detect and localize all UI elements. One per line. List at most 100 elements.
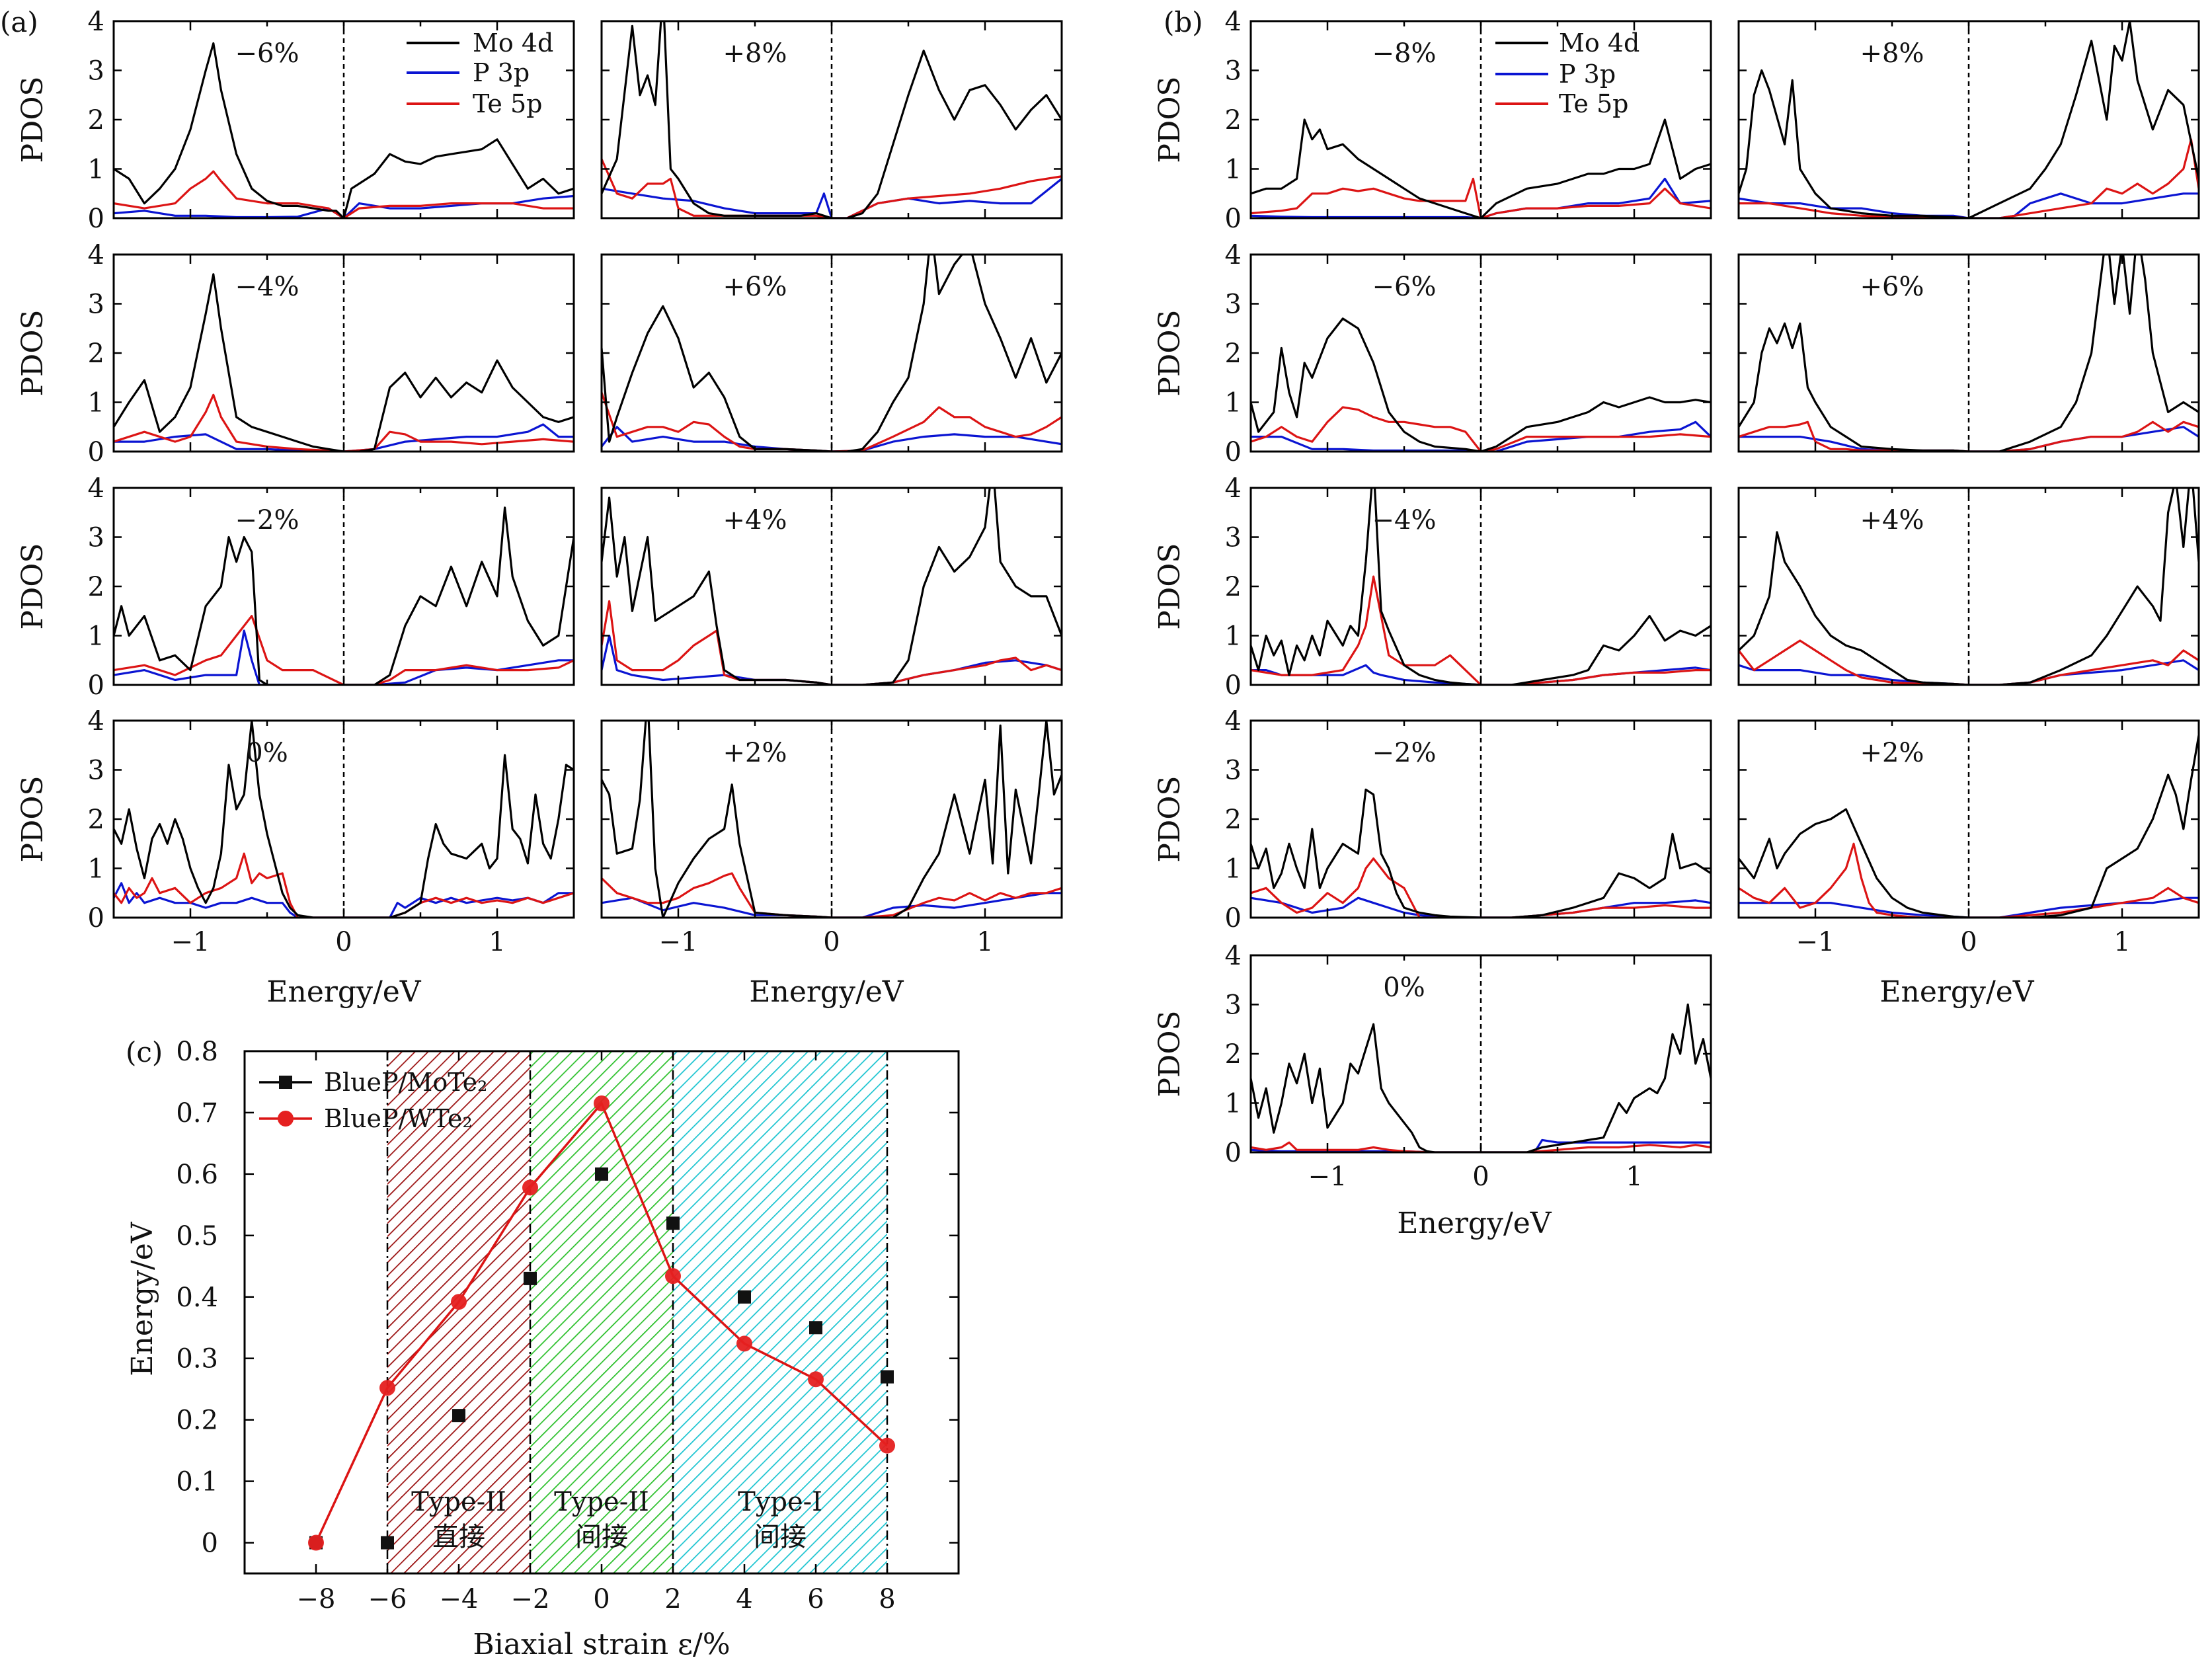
c-ylabel: Energy/eV — [126, 1221, 159, 1376]
y-tick-label: 0 — [88, 437, 104, 467]
c-x-tick-label: −4 — [440, 1584, 479, 1614]
pdos-subplot-b-3: +6% — [1737, 253, 2200, 453]
y-tick-label: 4 — [88, 240, 104, 270]
pdos-grid-a: 0 1 2 3 4 PDOS −6% +8% 0 1 2 3 4 PDOS −4% +6% 0 1 2 3 4 PDOS −… — [16, 7, 1063, 957]
x-tick-label: 1 — [976, 927, 993, 957]
pdos-grid-b: 0 1 2 3 4 PDOS −8% +8% 0 1 2 3 4 PDOS −6% +6% 0 1 2 3 4 PDOS −… — [1153, 7, 2200, 1192]
y-tick-label: 4 — [1225, 941, 1242, 971]
point-mote2 — [595, 1167, 608, 1181]
y-tick-label: 2 — [88, 805, 104, 835]
y-tick-label: 4 — [1225, 473, 1242, 504]
c-x-tick-label: 6 — [807, 1584, 824, 1614]
pdos-line-mo — [1251, 788, 1711, 918]
pdos-curves — [114, 721, 574, 918]
y-tick-label: 3 — [88, 523, 104, 553]
point-mote2 — [381, 1536, 394, 1550]
pdos-ylabel: PDOS — [1153, 775, 1187, 862]
c-y-tick-label: 0.2 — [176, 1406, 218, 1436]
pdos-subplot-b-2: 0 1 2 3 4 PDOS −6% — [1153, 240, 1712, 467]
strain-label: −8% — [1372, 38, 1437, 69]
legend-label-p: P 3p — [473, 58, 530, 87]
pdos-subplot-a-7: −1 0 1 +2% — [600, 719, 1063, 957]
c-y-tick-label: 0.5 — [176, 1221, 218, 1251]
c-y-tick-label: 0.4 — [176, 1283, 218, 1313]
strain-label: +2% — [723, 738, 787, 768]
c-series — [308, 1095, 895, 1551]
region-hatch-2 — [530, 1051, 673, 1573]
point-wte2 — [665, 1268, 681, 1285]
y-tick-label: 1 — [88, 854, 104, 885]
y-tick-label: 3 — [1225, 523, 1242, 553]
x-tick-label: −1 — [659, 927, 698, 957]
legend-label-te-b: Te 5p — [1559, 89, 1628, 118]
pdos-line-te — [1739, 842, 2199, 918]
pdos-subplot-a-5: +4% — [600, 487, 1063, 686]
pdos-line-mo — [114, 42, 574, 218]
c-regions — [386, 1051, 889, 1573]
panel-b-tag: (b) — [1164, 6, 1203, 38]
pdos-subplot-a-1: +8% — [600, 20, 1063, 219]
y-tick-label: 0 — [88, 670, 104, 701]
y-tick-label: 1 — [1225, 854, 1242, 885]
strain-label: 0% — [1383, 972, 1425, 1003]
c-legend: BlueP/MoTe₂ BlueP/WTe₂ — [259, 1068, 487, 1133]
y-tick-label: 3 — [88, 756, 104, 786]
c-xlabel: Biaxial strain ε/% — [473, 1628, 730, 1661]
pdos-subplot-b-5: +4% — [1737, 487, 2200, 686]
y-tick-label: 0 — [88, 903, 104, 933]
c-x-tick-label: −8 — [297, 1584, 336, 1614]
pdos-ylabel: PDOS — [16, 76, 50, 163]
c-x-tick-label: 0 — [593, 1584, 610, 1614]
x-tick-label: 1 — [489, 927, 505, 957]
point-wte2 — [736, 1335, 752, 1352]
y-tick-label: 1 — [88, 155, 104, 185]
strain-label: +2% — [1860, 738, 1924, 768]
pdos-line-p — [1739, 426, 2199, 452]
pdos-ylabel: PDOS — [16, 543, 50, 629]
y-tick-label: 4 — [88, 706, 104, 736]
c-y-tick-label: 0.1 — [176, 1467, 218, 1497]
point-wte2 — [879, 1437, 895, 1454]
pdos-subplot-a-0: 0 1 2 3 4 PDOS −6% — [16, 7, 575, 234]
legend-label-p-b: P 3p — [1559, 60, 1616, 89]
region-2-line1: Type-II — [554, 1487, 649, 1517]
pdos-subplot-a-4: 0 1 2 3 4 PDOS −2% — [16, 473, 575, 701]
y-tick-label: 3 — [1225, 990, 1242, 1021]
strain-label: −4% — [1372, 505, 1437, 536]
region-3-line1: Type-I — [738, 1487, 822, 1517]
region-hatch-1 — [387, 1051, 530, 1573]
pdos-curves — [114, 506, 574, 685]
pdos-line-mo — [602, 21, 1062, 218]
y-tick-label: 0 — [1225, 670, 1242, 701]
y-tick-label: 0 — [1225, 204, 1242, 234]
legend-label-mo: Mo 4d — [473, 28, 553, 58]
pdos-ylabel: PDOS — [16, 775, 50, 862]
y-tick-label: 3 — [1225, 56, 1242, 87]
point-wte2 — [522, 1179, 538, 1196]
c-legend-label-wte2: BlueP/WTe₂ — [324, 1104, 473, 1133]
x-tick-label: −1 — [1796, 927, 1835, 957]
y-tick-label: 1 — [1225, 155, 1242, 185]
c-y-tick-label: 0.6 — [176, 1160, 218, 1190]
panel-b-xlabel-bottom: Energy/eV — [1397, 1207, 1552, 1240]
pdos-line-p — [602, 892, 1062, 918]
y-tick-label: 4 — [1225, 7, 1242, 37]
y-tick-label: 4 — [1225, 706, 1242, 736]
point-wte2 — [451, 1294, 467, 1310]
strain-label: +6% — [723, 272, 787, 302]
y-tick-label: 1 — [1225, 388, 1242, 418]
c-x-tick-label: 8 — [879, 1584, 895, 1614]
y-tick-label: 3 — [88, 290, 104, 320]
strain-label: 0% — [246, 738, 288, 768]
c-x-tick-label: −2 — [511, 1584, 550, 1614]
pdos-line-te — [1739, 138, 2199, 218]
pdos-curves — [114, 42, 574, 218]
c-x-tick-label: 2 — [664, 1584, 681, 1614]
pdos-ylabel: PDOS — [1153, 543, 1187, 629]
pdos-line-mo — [1739, 21, 2199, 218]
panel-a-tag: (a) — [0, 6, 38, 38]
pdos-line-p — [1251, 420, 1711, 452]
x-tick-label: 0 — [335, 927, 352, 957]
region-2-line2: 间接 — [575, 1522, 628, 1552]
region-hatch-3 — [673, 1051, 887, 1573]
